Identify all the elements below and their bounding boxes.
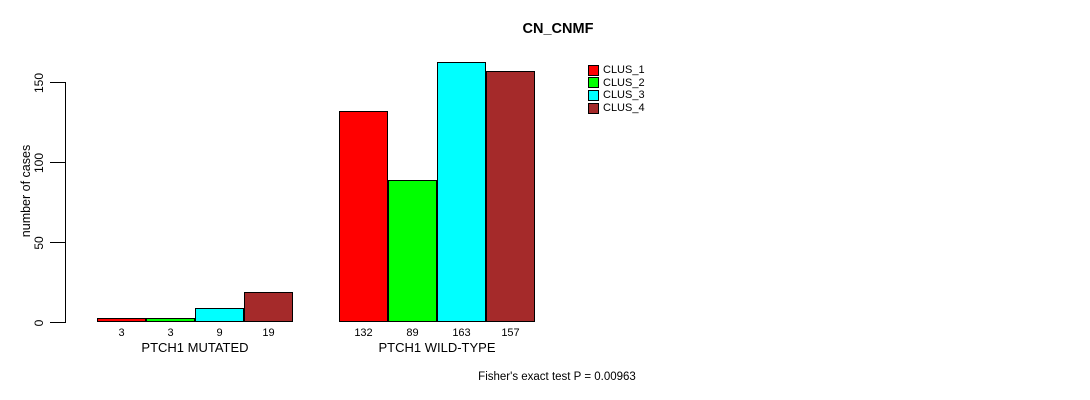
y-tick <box>49 81 66 84</box>
legend-item-clus_3: CLUS_3 <box>588 89 645 101</box>
legend-item-clus_4: CLUS_4 <box>588 102 645 114</box>
y-axis-title: number of cases <box>19 144 33 238</box>
bar-clus_1-1 <box>339 111 388 323</box>
bar-value-label: 89 <box>406 326 419 339</box>
y-tick <box>49 161 66 164</box>
y-tick-label: 50 <box>32 235 46 250</box>
legend-label: CLUS_2 <box>603 76 645 89</box>
x-category-label: PTCH1 WILD-TYPE <box>378 340 496 355</box>
legend-item-clus_1: CLUS_1 <box>588 64 645 76</box>
bar-clus_4-0 <box>244 292 293 323</box>
legend-swatch-icon <box>588 89 599 101</box>
bar-value-label: 19 <box>262 326 275 339</box>
legend-swatch-icon <box>588 64 599 76</box>
bar-value-label: 9 <box>216 326 223 339</box>
y-tick-label: 150 <box>32 72 46 93</box>
bar-clus_1-0 <box>97 317 146 323</box>
bar-value-label: 132 <box>354 326 373 339</box>
bar-clus_2-1 <box>388 180 437 323</box>
y-tick-label: 0 <box>32 319 46 326</box>
y-tick <box>49 321 66 324</box>
legend-swatch-icon <box>588 77 599 89</box>
legend-item-clus_2: CLUS_2 <box>588 77 645 89</box>
legend-label: CLUS_1 <box>603 64 645 76</box>
legend-label: CLUS_3 <box>603 89 645 102</box>
bar-clus_3-0 <box>195 308 244 323</box>
bar-value-label: 157 <box>501 326 520 339</box>
y-tick <box>49 241 66 244</box>
legend-swatch-icon <box>588 102 599 114</box>
y-tick-label: 100 <box>32 152 46 173</box>
bar-value-label: 3 <box>167 326 174 339</box>
annotation-fisher-test: Fisher's exact test P = 0.00963 <box>478 371 636 383</box>
chart-title: CN_CNMF <box>522 21 594 37</box>
bar-value-label: 3 <box>118 326 125 339</box>
legend-label: CLUS_4 <box>603 102 645 115</box>
bar-clus_4-1 <box>486 71 535 323</box>
y-axis-line <box>64 81 66 324</box>
bar-clus_3-1 <box>437 61 486 323</box>
bar-value-label: 163 <box>452 326 471 339</box>
x-category-label: PTCH1 MUTATED <box>141 340 249 355</box>
bar-clus_2-0 <box>146 317 195 323</box>
